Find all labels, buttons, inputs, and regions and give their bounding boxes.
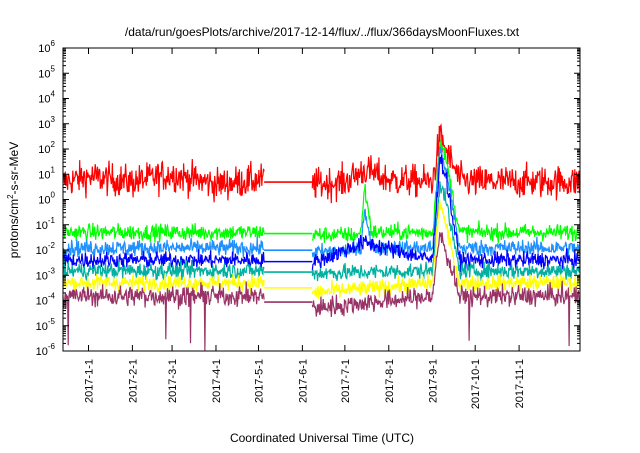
series-line xyxy=(62,272,265,295)
series-line xyxy=(62,236,265,259)
series-line xyxy=(311,181,581,282)
y-tick-label: 100 xyxy=(38,191,55,207)
y-axis-label-rest: -s-sr-MeV xyxy=(7,142,21,195)
series-line xyxy=(311,139,581,244)
y-tick-label: 10-5 xyxy=(36,317,56,333)
y-axis-label: protons/cm2-s-sr-MeV xyxy=(6,142,21,258)
x-tick-label: 2017-5-1 xyxy=(253,359,265,403)
y-tick-label: 10-6 xyxy=(36,342,56,358)
y-tick-label: 10-1 xyxy=(36,216,56,232)
x-tick-label: 2017-4-1 xyxy=(211,359,223,403)
series-line xyxy=(62,158,265,203)
y-tick-label: 101 xyxy=(38,165,55,181)
y-tick-label: 102 xyxy=(38,140,55,156)
series-line xyxy=(311,200,581,299)
series-line xyxy=(62,222,265,243)
x-axis: 2017-1-1 2017-2-1 2017-3-1 2017-4-1 2017-5-1… xyxy=(83,48,526,409)
y-axis: 10-6 10-5 10-4 10-3 10-2 10-1 100 101 102 103 104 1… xyxy=(36,39,580,358)
x-tick-label: 2017-2-1 xyxy=(127,359,139,403)
series-line xyxy=(62,258,265,282)
y-tick-label: 103 xyxy=(38,115,55,131)
y-tick-label: 10-4 xyxy=(36,292,56,308)
x-axis-label: Coordinated Universal Time (UTC) xyxy=(230,431,414,445)
series-line xyxy=(311,232,581,347)
series-line xyxy=(311,123,581,204)
y-tick-label: 106 xyxy=(38,39,55,55)
y-axis-label-sup: 2 xyxy=(6,194,15,199)
y-tick-label: 10-3 xyxy=(36,266,56,282)
y-axis-label-main: protons/cm xyxy=(7,199,21,258)
x-tick-label: 2017-11-1 xyxy=(514,359,526,408)
x-tick-label: 2017-6-1 xyxy=(297,359,309,403)
series-line xyxy=(311,154,581,273)
x-tick-label: 2017-10-1 xyxy=(470,359,482,409)
chart-title: /data/run/goesPlots/archive/2017-12-14/f… xyxy=(125,25,520,39)
series-line xyxy=(62,249,265,270)
y-tick-label: 104 xyxy=(38,90,55,106)
x-tick-label: 2017-3-1 xyxy=(167,359,179,403)
series-layer xyxy=(62,123,581,351)
x-tick-label: 2017-1-1 xyxy=(83,359,95,403)
x-tick-label: 2017-7-1 xyxy=(340,359,352,403)
series-line xyxy=(62,281,265,351)
x-tick-label: 2017-9-1 xyxy=(428,359,440,403)
x-tick-label: 2017-8-1 xyxy=(384,359,396,403)
y-tick-label: 105 xyxy=(38,64,55,80)
y-tick-label: 10-2 xyxy=(36,241,56,257)
